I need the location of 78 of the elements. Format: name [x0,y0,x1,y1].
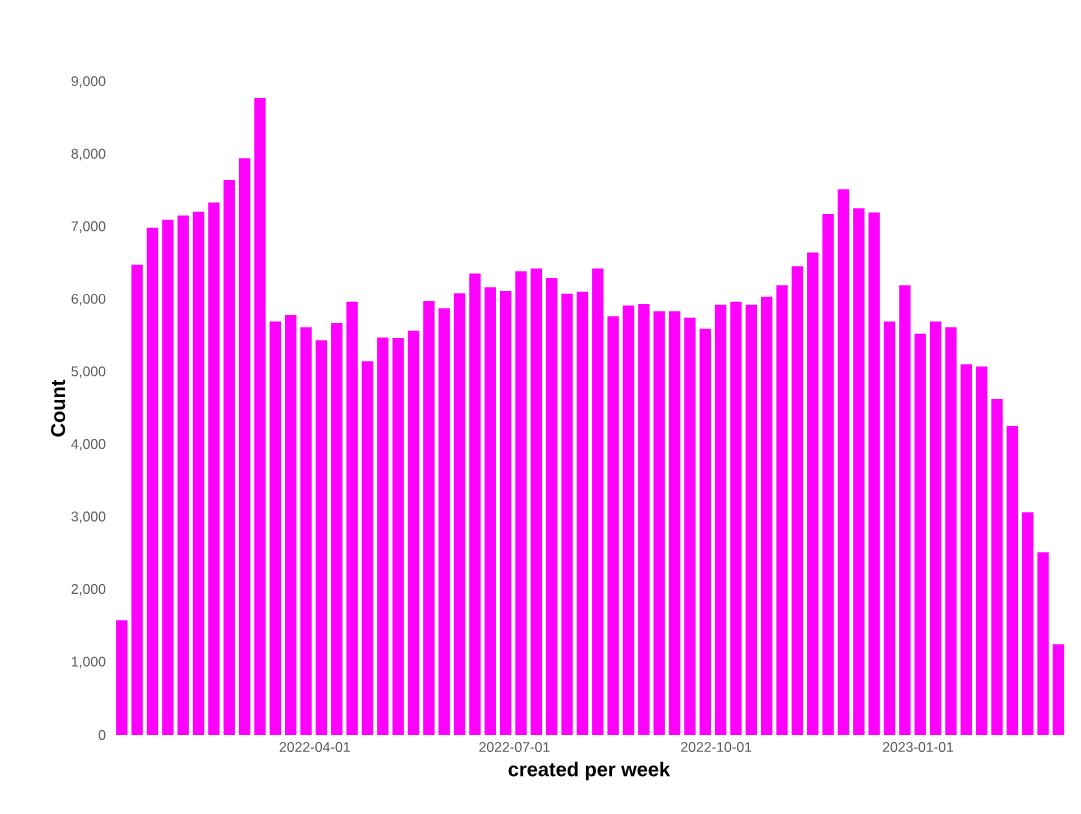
y-tick-label: 5,000 [71,366,106,378]
bar [131,264,143,735]
bar [469,273,481,735]
bar [791,266,804,735]
x-tick-label: 2022-07-01 [479,742,550,752]
bar [699,328,711,735]
bar [1037,552,1049,735]
y-tick-label: 1,000 [71,656,106,669]
bar [484,287,496,735]
y-tick-label: 3,000 [71,511,106,524]
bar [331,322,343,735]
bar [223,179,235,735]
bar [668,311,681,735]
y-tick-label: 4,000 [71,439,106,451]
bar [883,321,896,735]
bar [561,293,573,735]
bar [745,304,758,735]
bar [546,277,558,735]
bar [975,366,988,735]
bar [361,361,374,735]
bar [837,189,850,735]
bar [607,316,619,735]
y-tick-label: 0 [98,730,106,740]
bar [530,268,543,735]
bar [346,301,358,735]
bar [300,327,312,735]
bar [592,268,604,735]
bar [208,202,220,735]
bar [284,314,297,735]
bar [822,214,834,735]
bar [1006,425,1019,735]
bar [714,304,727,735]
x-tick-label: 2022-04-01 [279,742,350,752]
bar [868,212,880,735]
bar [315,340,328,735]
bar [684,317,696,735]
bar [776,285,788,735]
y-tick-label: 2,000 [71,584,106,596]
bar [1022,512,1034,735]
bar [960,364,972,735]
x-tick-label: 2022-10-01 [681,742,752,752]
bar [1052,644,1065,735]
bar [653,311,665,735]
y-axis-title: Count [51,379,66,437]
bar [760,296,773,735]
bar [929,321,942,735]
y-tick-label: 7,000 [71,221,106,233]
bar [515,271,527,735]
bar [576,291,589,735]
bar [807,252,819,735]
y-tick-label: 6,000 [71,293,106,306]
bar [423,301,435,735]
y-tick-label: 9,000 [71,76,106,88]
bar [438,308,450,735]
x-axis-title: created per week [508,761,671,781]
x-tick-label: 2023-01-01 [882,742,954,752]
bar [899,285,911,735]
bar [192,211,205,735]
bar [177,215,189,735]
bar [914,333,926,735]
bar [991,399,1003,735]
bar [453,293,466,735]
bar [945,327,957,735]
y-tick-label: 8,000 [71,148,106,161]
bar [116,620,128,735]
bar [407,330,420,735]
bar [853,208,865,735]
bar [622,305,635,735]
bar [392,338,404,735]
bar [638,304,650,735]
bar [377,337,389,735]
bar [499,290,512,735]
bar [269,321,282,735]
bar [238,158,251,735]
bar [162,219,174,735]
bar [730,301,742,735]
bar [146,227,159,735]
bar [254,97,266,735]
